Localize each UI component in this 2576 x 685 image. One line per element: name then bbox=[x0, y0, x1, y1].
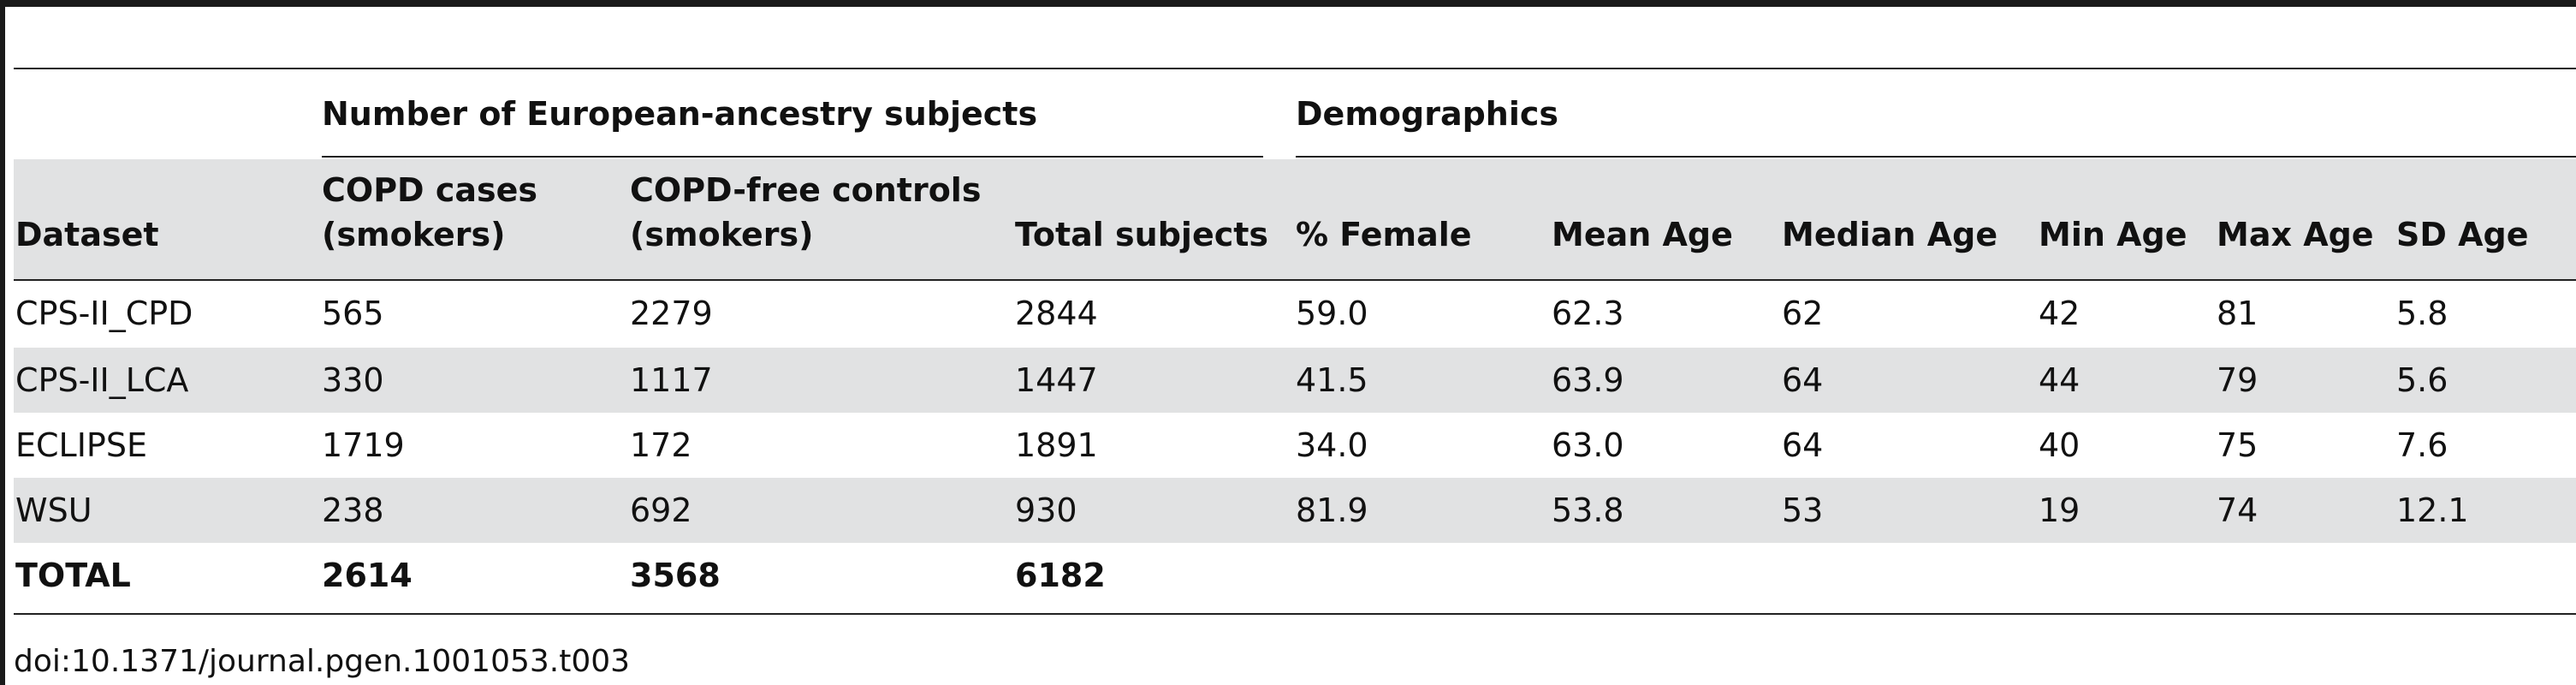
cell-median-age: 64 bbox=[1782, 361, 1824, 399]
column-header-dataset: Dataset bbox=[15, 216, 159, 253]
cell-total-cases: 2614 bbox=[322, 557, 413, 594]
cell-female: 81.9 bbox=[1296, 491, 1368, 529]
cell-total-subjects: 6182 bbox=[1015, 557, 1106, 594]
cell-mean-age: 62.3 bbox=[1552, 295, 1624, 332]
left-border bbox=[0, 0, 5, 685]
doi-link[interactable]: doi:10.1371/journal.pgen.1001053.t003 bbox=[14, 644, 631, 679]
column-header-cases-line2: (smokers) bbox=[322, 216, 506, 253]
table-top-rule bbox=[14, 68, 2576, 69]
column-header-controls-line1: COPD-free controls bbox=[630, 171, 982, 209]
cell-cases: 1719 bbox=[322, 426, 405, 464]
cell-min-age: 44 bbox=[2039, 361, 2080, 399]
column-header-cases: COPD cases (smokers) bbox=[322, 168, 537, 257]
cell-max-age: 74 bbox=[2217, 491, 2258, 529]
cell-mean-age: 53.8 bbox=[1552, 491, 1624, 529]
cell-total: 1891 bbox=[1015, 426, 1098, 464]
column-header-female: % Female bbox=[1296, 216, 1472, 253]
cell-controls: 172 bbox=[630, 426, 692, 464]
cell-total-controls: 3568 bbox=[630, 557, 721, 594]
top-border bbox=[0, 0, 2576, 7]
column-header-total: Total subjects bbox=[1015, 216, 1269, 253]
cell-total: 930 bbox=[1015, 491, 1077, 529]
column-header-band bbox=[14, 159, 2576, 279]
cell-sd-age: 5.6 bbox=[2396, 361, 2448, 399]
cell-max-age: 81 bbox=[2217, 295, 2258, 332]
cell-max-age: 75 bbox=[2217, 426, 2258, 464]
cell-median-age: 64 bbox=[1782, 426, 1824, 464]
cell-female: 34.0 bbox=[1296, 426, 1368, 464]
cell-dataset: WSU bbox=[15, 491, 92, 529]
column-header-controls-line2: (smokers) bbox=[630, 216, 814, 253]
cell-min-age: 42 bbox=[2039, 295, 2080, 332]
cell-min-age: 19 bbox=[2039, 491, 2080, 529]
column-header-median-age: Median Age bbox=[1782, 216, 1998, 253]
cell-sd-age: 7.6 bbox=[2396, 426, 2448, 464]
cell-mean-age: 63.9 bbox=[1552, 361, 1624, 399]
cell-total-label: TOTAL bbox=[15, 557, 131, 594]
cell-total: 1447 bbox=[1015, 361, 1098, 399]
cell-min-age: 40 bbox=[2039, 426, 2080, 464]
cell-controls: 692 bbox=[630, 491, 692, 529]
group-rule-subjects bbox=[322, 156, 1263, 158]
group-header-subjects: Number of European-ancestry subjects bbox=[322, 95, 1038, 133]
cell-female: 59.0 bbox=[1296, 295, 1368, 332]
column-header-max-age: Max Age bbox=[2217, 216, 2374, 253]
column-header-mean-age: Mean Age bbox=[1552, 216, 1733, 253]
row-band-4 bbox=[14, 478, 2576, 543]
cell-mean-age: 63.0 bbox=[1552, 426, 1624, 464]
cell-sd-age: 5.8 bbox=[2396, 295, 2448, 332]
column-header-min-age: Min Age bbox=[2039, 216, 2187, 253]
cell-controls: 2279 bbox=[630, 295, 713, 332]
cell-median-age: 53 bbox=[1782, 491, 1824, 529]
cell-median-age: 62 bbox=[1782, 295, 1824, 332]
group-rule-demographics bbox=[1296, 156, 2576, 158]
row-band-2 bbox=[14, 348, 2576, 413]
cell-female: 41.5 bbox=[1296, 361, 1368, 399]
table-bottom-rule bbox=[14, 613, 2576, 615]
group-header-demographics: Demographics bbox=[1296, 95, 1559, 133]
column-header-controls: COPD-free controls (smokers) bbox=[630, 168, 981, 257]
cell-controls: 1117 bbox=[630, 361, 713, 399]
header-bottom-rule bbox=[14, 279, 2576, 281]
cell-dataset: ECLIPSE bbox=[15, 426, 147, 464]
cell-total: 2844 bbox=[1015, 295, 1098, 332]
column-header-sd-age: SD Age bbox=[2396, 216, 2529, 253]
cell-cases: 565 bbox=[322, 295, 384, 332]
cell-max-age: 79 bbox=[2217, 361, 2258, 399]
cell-dataset: CPS-II_LCA bbox=[15, 361, 189, 399]
column-header-cases-line1: COPD cases bbox=[322, 171, 537, 209]
cell-cases: 330 bbox=[322, 361, 384, 399]
cell-dataset: CPS-II_CPD bbox=[15, 295, 193, 332]
cell-sd-age: 12.1 bbox=[2396, 491, 2469, 529]
cell-cases: 238 bbox=[322, 491, 384, 529]
